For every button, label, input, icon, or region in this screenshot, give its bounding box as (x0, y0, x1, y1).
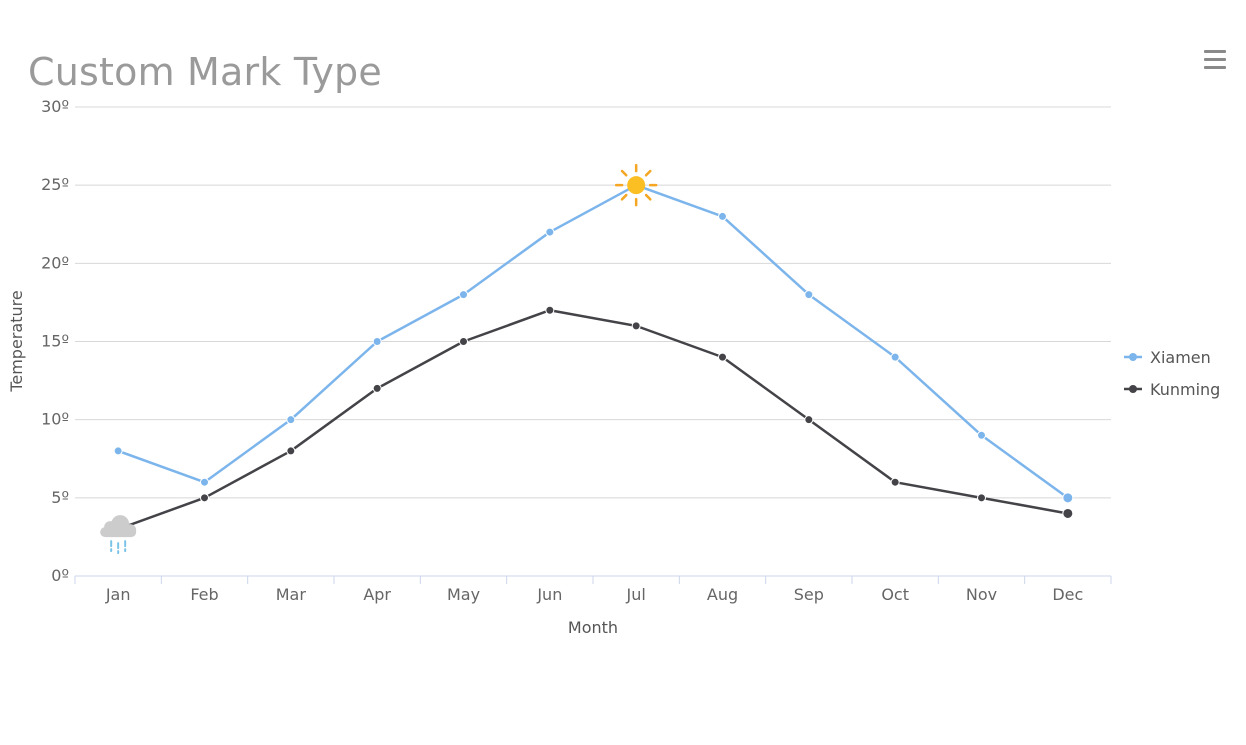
series-line-xiamen (116, 183, 1070, 500)
data-point-xiamen (718, 211, 727, 221)
data-point-kunming (372, 383, 382, 393)
x-tick-label: Jun (536, 585, 562, 604)
x-tick-label: May (447, 585, 480, 604)
chart-title: Custom Mark Type (28, 50, 382, 94)
data-point-kunming (718, 352, 727, 362)
series-kunming (100, 305, 1074, 555)
rain-cloud-icon (100, 515, 137, 555)
legend-item-xiamen[interactable]: Xiamen (1124, 348, 1211, 367)
x-tick-label: Jan (105, 585, 131, 604)
x-tick-label: Aug (707, 585, 738, 604)
data-point-xiamen (113, 446, 123, 456)
data-point-xiamen (977, 430, 986, 440)
legend-label: Kunming (1150, 380, 1220, 399)
legend-item-kunming[interactable]: Kunming (1124, 380, 1220, 399)
data-point-xiamen (372, 337, 382, 346)
data-point-xiamen (545, 227, 555, 237)
grid-lines (75, 106, 1111, 499)
y-tick-label: 5º (51, 488, 69, 507)
x-axis: Jan Feb Mar Apr May Jun Jul Aug Sep Oct Nov Dec (74, 575, 1112, 604)
y-tick-label: 30º (41, 97, 69, 116)
y-tick-label: 15º (41, 332, 69, 351)
data-point-xiamen (1062, 492, 1074, 504)
legend-symbol-marker (1129, 353, 1137, 361)
y-tick-label: 25º (41, 175, 69, 194)
data-point-kunming (200, 493, 209, 503)
y-tick-label: 0º (51, 566, 69, 585)
data-point-kunming (631, 321, 641, 331)
series-xiamen (113, 163, 1074, 504)
data-point-kunming (890, 477, 900, 487)
data-point-kunming (459, 337, 468, 346)
x-axis-title: Month (568, 618, 618, 637)
x-tick-label: Oct (881, 585, 909, 604)
x-tick-label: Dec (1052, 585, 1083, 604)
data-point-kunming (804, 415, 814, 425)
data-point-xiamen (890, 352, 900, 362)
data-point-kunming (286, 446, 296, 456)
data-point-xiamen (804, 290, 814, 300)
y-axis: 0º 5º 10º 15º 20º 25º 30º (41, 97, 69, 585)
series-line-kunming (116, 308, 1070, 531)
y-axis-title: Temperature (7, 290, 26, 392)
legend-symbol-marker (1129, 385, 1137, 393)
y-tick-label: 20º (41, 253, 69, 272)
data-point-kunming (977, 493, 986, 503)
x-tick-label: Feb (190, 585, 218, 604)
data-point-kunming (1062, 507, 1074, 519)
x-tick-label: Jul (626, 585, 646, 604)
legend: Xiamen Kunming (1124, 348, 1220, 399)
x-tick-label: Apr (363, 585, 391, 604)
data-point-xiamen (459, 290, 468, 300)
data-point-kunming (545, 305, 555, 315)
legend-label: Xiamen (1150, 348, 1211, 367)
sun-icon (614, 163, 658, 207)
x-tick-label: Nov (966, 585, 997, 604)
x-tick-label: Sep (794, 585, 824, 604)
y-tick-label: 10º (41, 410, 69, 429)
series (100, 163, 1074, 555)
hamburger-menu-icon[interactable] (1200, 46, 1230, 74)
data-point-xiamen (200, 477, 209, 487)
data-point-xiamen (286, 415, 296, 425)
x-tick-label: Mar (276, 585, 307, 604)
